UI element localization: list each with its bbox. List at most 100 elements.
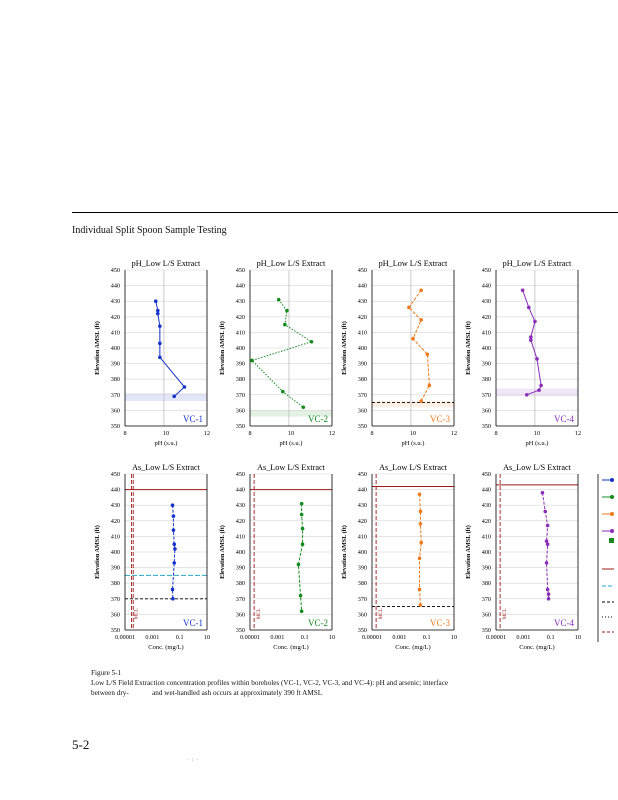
y-tick-label: 420 (111, 314, 120, 321)
y-tick-label: 380 (111, 580, 120, 587)
x-tick-label: 8 (248, 430, 251, 437)
footer-mark: · : · (187, 758, 200, 763)
borehole-label: VC-1 (183, 414, 203, 424)
y-tick-label: 350 (482, 423, 491, 430)
x-tick-label: 0.1 (301, 634, 309, 641)
y-tick-label: 450 (358, 471, 367, 478)
chart-title: pH_Low L/S Extract (132, 259, 201, 268)
y-tick-label: 430 (236, 502, 245, 509)
y-tick-label: 380 (482, 580, 491, 587)
data-point (171, 597, 175, 601)
y-tick-label: 390 (111, 361, 120, 368)
legend-series-marker (610, 529, 614, 533)
y-tick-label: 420 (236, 518, 245, 525)
y-tick-label: 350 (111, 627, 120, 634)
x-tick-label: 8 (123, 430, 126, 437)
page-number: 5-2 (72, 737, 90, 752)
y-tick-label: 400 (482, 549, 491, 556)
y-tick-label: 380 (482, 376, 491, 383)
y-axis-label: Elevation AMSL (ft) (219, 525, 226, 579)
y-tick-label: 440 (236, 283, 245, 290)
y-tick-label: 420 (358, 314, 367, 321)
y-tick-label: 380 (236, 580, 245, 587)
data-point (533, 319, 537, 324)
data-point (299, 501, 304, 506)
chart-title: As_Low L/S Extract (379, 463, 447, 472)
x-tick-label: 0.00001 (240, 634, 260, 641)
data-point (520, 288, 525, 293)
data-point (283, 322, 287, 327)
y-tick-label: 390 (236, 565, 245, 572)
data-point (417, 492, 422, 497)
y-tick-label: 400 (111, 549, 120, 556)
y-tick-label: 420 (482, 518, 491, 525)
x-tick-label: 0.00001 (362, 634, 382, 641)
y-tick-label: 390 (482, 565, 491, 572)
data-point (544, 539, 549, 543)
y-tick-label: 360 (111, 611, 120, 618)
y-tick-label: 390 (358, 565, 367, 572)
y-axis-label: Elevation AMSL (ft) (465, 321, 472, 375)
data-point (540, 490, 545, 495)
y-tick-label: 440 (482, 283, 491, 290)
y-tick-label: 370 (111, 392, 120, 399)
y-tick-label: 350 (236, 423, 245, 430)
x-tick-label: 0.1 (423, 634, 431, 641)
legend-series-marker (610, 495, 614, 499)
y-tick-label: 400 (358, 549, 367, 556)
data-point (546, 592, 551, 596)
chart-vc-1-as: MCL 350 360 370 380 390 400 410 420 430 440 450 0.00… (94, 463, 210, 651)
y-tick-label: 440 (358, 487, 367, 494)
y-tick-label: 370 (358, 596, 367, 603)
x-tick-label: 10 (329, 634, 335, 641)
y-axis-label: Elevation AMSL (ft) (219, 321, 226, 375)
x-tick-label: 8 (494, 430, 497, 437)
y-tick-label: 350 (482, 627, 491, 634)
y-tick-label: 420 (111, 518, 120, 525)
y-tick-label: 440 (358, 283, 367, 290)
y-tick-label: 410 (482, 533, 491, 540)
y-tick-label: 360 (236, 611, 245, 618)
data-point (419, 399, 424, 403)
y-tick-label: 390 (236, 361, 245, 368)
y-tick-label: 400 (111, 345, 120, 352)
y-tick-label: 380 (236, 376, 245, 383)
y-axis-label: Elevation AMSL (ft) (94, 525, 101, 579)
interface-band (496, 388, 578, 397)
y-tick-label: 360 (236, 407, 245, 414)
x-axis-label: pH (s.u.) (526, 440, 549, 447)
mcl-label: MCL (379, 608, 384, 619)
y-axis-label: Elevation AMSL (ft) (465, 525, 472, 579)
chart-vc-2-as: MCL 350 360 370 380 390 400 410 420 430 440 450 0.00… (219, 463, 335, 651)
y-tick-label: 410 (111, 329, 120, 336)
x-axis-label: pH (s.u.) (280, 440, 303, 447)
x-axis-label: Conc. (mg/L) (148, 644, 183, 651)
series-line (172, 505, 176, 599)
data-point (171, 514, 176, 518)
interface-band (372, 401, 454, 408)
x-tick-label: 10 (410, 430, 416, 437)
chart-title: As_Low L/S Extract (257, 463, 325, 472)
y-tick-label: 430 (482, 298, 491, 305)
x-tick-label: 12 (575, 430, 581, 437)
y-tick-label: 440 (236, 487, 245, 494)
data-point (419, 318, 424, 322)
mcl-label: MCL (135, 608, 140, 619)
chart-title: pH_Low L/S Extract (503, 259, 572, 268)
chart-title: As_Low L/S Extract (132, 463, 200, 472)
x-tick-label: 10 (288, 430, 294, 437)
data-point (544, 561, 549, 565)
y-tick-label: 400 (236, 549, 245, 556)
y-tick-label: 390 (111, 565, 120, 572)
y-tick-label: 350 (358, 627, 367, 634)
x-axis-label: Conc. (mg/L) (273, 644, 308, 651)
interface-band (250, 410, 332, 417)
series-line (155, 301, 186, 397)
series-line (408, 289, 430, 402)
borehole-label: VC-4 (554, 414, 574, 424)
figure-label: Figure 5-1 (91, 669, 122, 677)
data-point (156, 308, 160, 313)
data-point (182, 385, 187, 389)
y-tick-label: 350 (111, 423, 120, 430)
